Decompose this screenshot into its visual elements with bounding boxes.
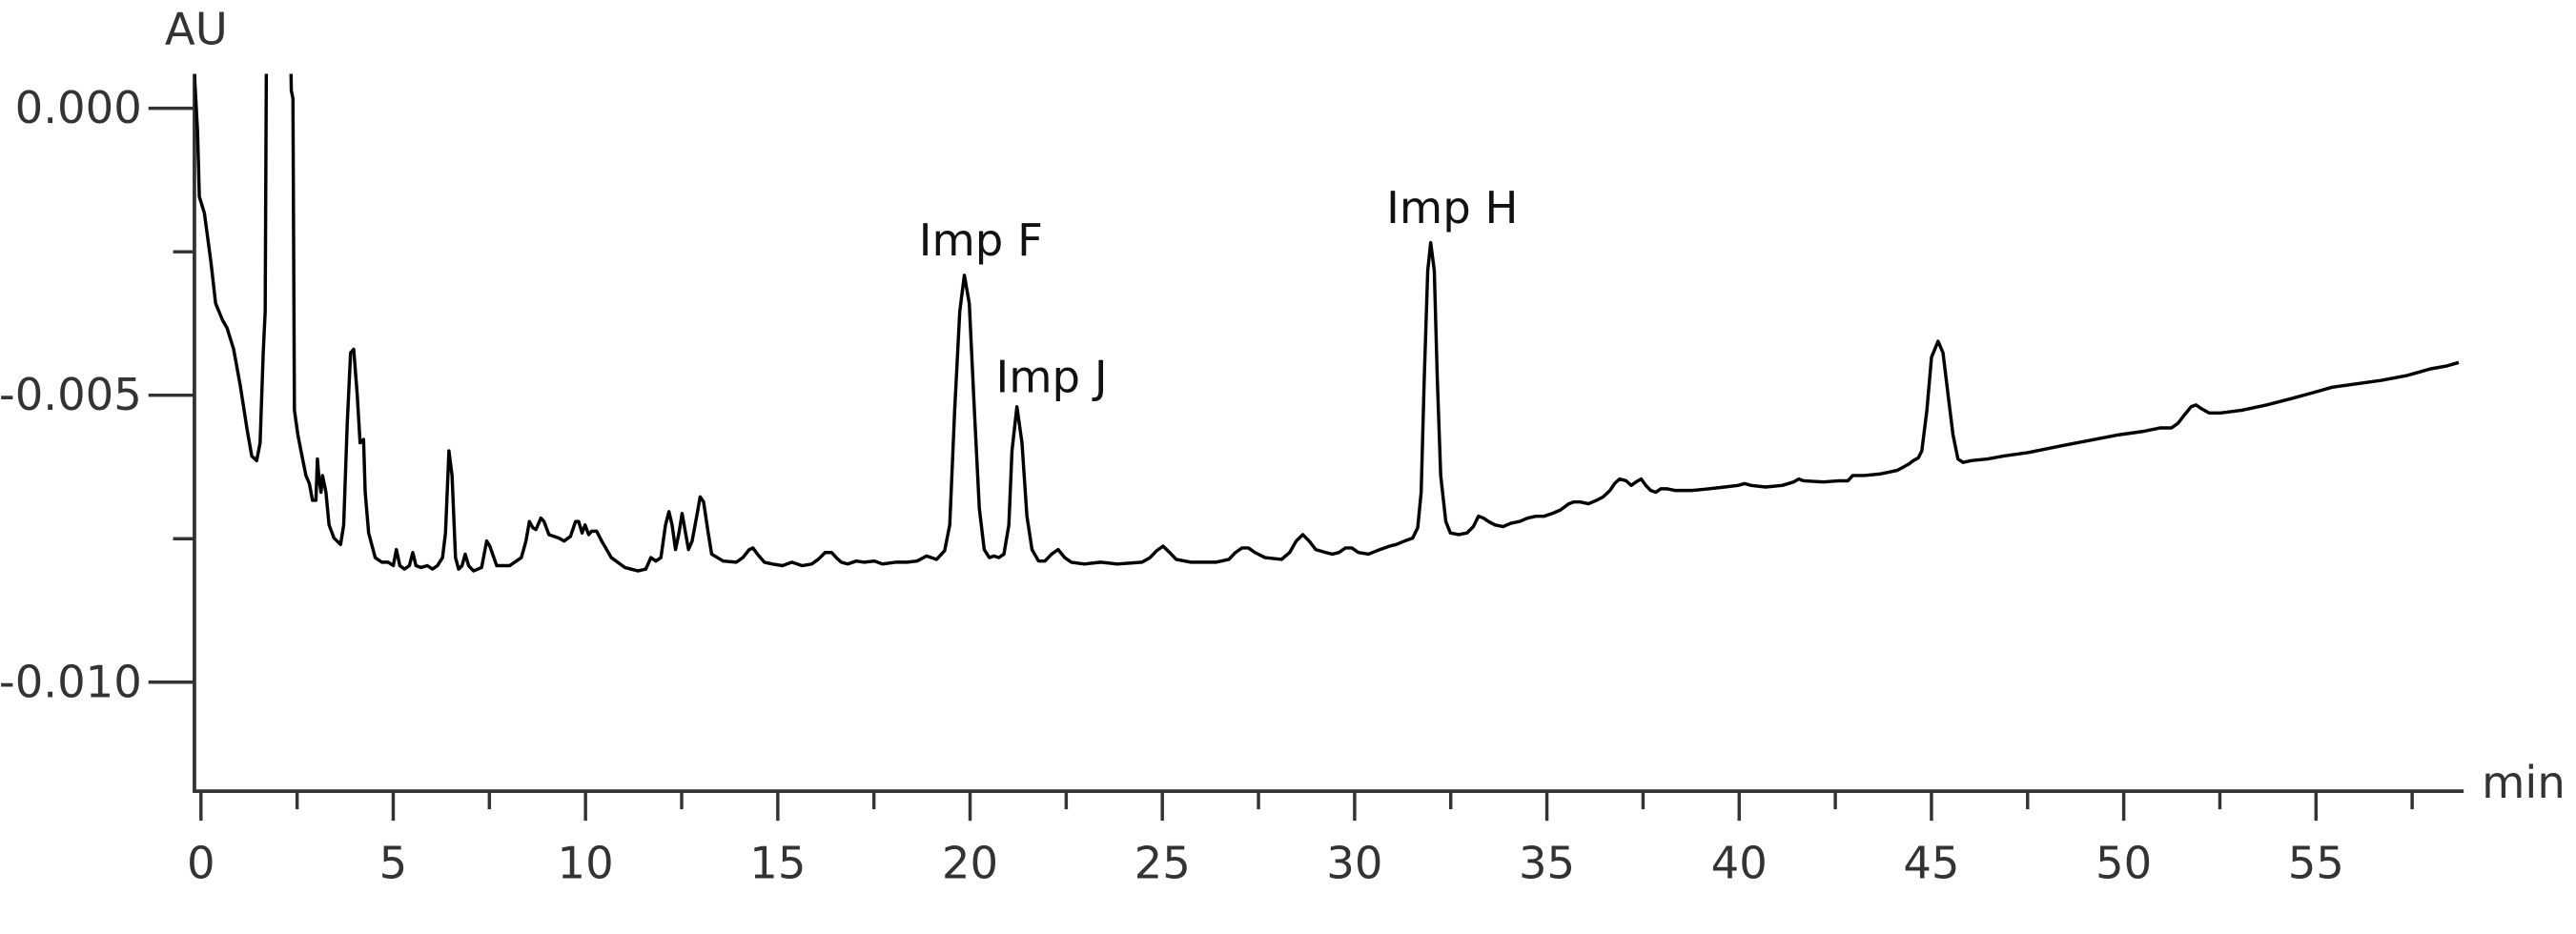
y-tick-label: 0.000 xyxy=(15,82,142,133)
x-tick-label: 45 xyxy=(1903,837,1959,888)
x-tick-label: 30 xyxy=(1326,837,1382,888)
peak-annotations: Imp F Imp J Imp H xyxy=(919,182,1519,403)
x-tick-label: 55 xyxy=(2288,837,2344,888)
ticks: 0 5 10 15 20 25 30 35 40 45 50 55 0.000 -0.005 -0.010 xyxy=(0,82,2414,888)
axes: AU min xyxy=(165,4,2566,809)
chromatogram-trace xyxy=(194,73,2460,573)
x-tick-label: 25 xyxy=(1135,837,1191,888)
x-tick-label: 50 xyxy=(2096,837,2152,888)
y-tick-label: -0.010 xyxy=(0,656,142,707)
x-tick-label: 20 xyxy=(942,837,998,888)
x-tick-label: 5 xyxy=(379,837,408,888)
peak-label: Imp F xyxy=(919,214,1043,266)
x-tick-label: 0 xyxy=(187,837,215,888)
x-tick-label: 10 xyxy=(558,837,614,888)
y-tick-label: -0.005 xyxy=(0,369,142,420)
peak-label: Imp J xyxy=(996,352,1108,403)
x-tick-label: 35 xyxy=(1519,837,1575,888)
x-axis-unit-label: min xyxy=(2482,757,2566,808)
x-tick-label: 15 xyxy=(749,837,806,888)
peak-label: Imp H xyxy=(1386,182,1518,234)
y-axis-unit-label: AU xyxy=(165,4,228,55)
x-tick-label: 40 xyxy=(1711,837,1768,888)
